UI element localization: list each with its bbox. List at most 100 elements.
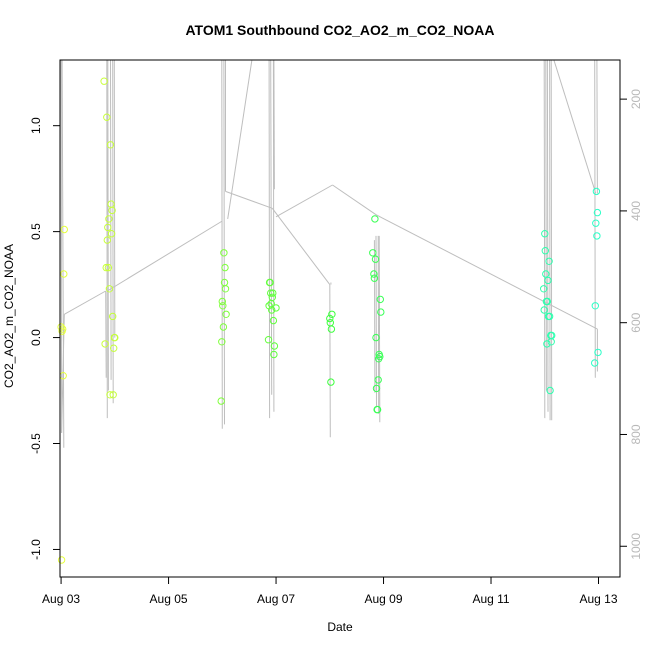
profile-line-8 (112, 59, 114, 404)
data-point-89 (593, 232, 601, 240)
data-point-43 (268, 293, 276, 301)
y2-axis: 200 400 600 800 1000 (620, 89, 643, 560)
data-point-34 (221, 285, 230, 293)
data-point-15 (105, 285, 114, 293)
profile-line-28 (377, 235, 380, 414)
data-point-36 (264, 336, 273, 344)
data-point-29 (219, 302, 227, 310)
profile-line-1 (61, 59, 65, 448)
data-point-86 (591, 302, 599, 310)
data-point-54 (369, 249, 377, 257)
data-point-80 (545, 312, 554, 321)
y-axis-label: CO2_AO2_m_CO2_NOAA (2, 244, 16, 388)
data-point-62 (373, 405, 382, 414)
x-axis-label: Date (327, 620, 353, 634)
x-axis: Aug 03 Aug 05 Aug 07 Aug 09 Aug 11 Aug 13 (42, 576, 618, 606)
data-point-76 (543, 297, 552, 306)
data-point-67 (376, 295, 384, 304)
profile-line-34 (550, 59, 553, 421)
profile-line-38 (596, 59, 598, 194)
data-point-85 (591, 359, 599, 367)
data-point-9 (102, 263, 110, 272)
y-axis: -1.0 -0.5 0.0 0.5 1.0 (29, 117, 60, 560)
data-point-55 (370, 270, 378, 278)
data-point-21 (109, 312, 117, 321)
data-point-20 (108, 206, 116, 215)
profile-line-0 (60, 59, 63, 433)
data-point-81 (546, 386, 554, 395)
data-point-53 (328, 310, 336, 318)
data-point-87 (592, 219, 600, 227)
data-point-26 (217, 397, 225, 405)
data-point-16 (106, 391, 114, 399)
profile-line-27 (375, 235, 377, 408)
data-point-90 (593, 208, 602, 217)
data-point-68 (377, 308, 385, 316)
profile-line-36 (594, 59, 596, 378)
data-point-17 (106, 141, 115, 149)
x-tick-label-4: Aug 11 (472, 592, 509, 606)
data-point-0 (57, 323, 65, 331)
x-tick-label-3: Aug 09 (365, 592, 403, 606)
data-point-33 (221, 263, 229, 272)
profile-line-24 (332, 184, 377, 216)
data-point-45 (269, 316, 278, 325)
data-point-70 (540, 306, 548, 314)
data-point-47 (270, 342, 279, 350)
data-point-77 (544, 276, 552, 285)
profile-line-16 (268, 59, 271, 419)
x-tick-label-0: Aug 03 (42, 592, 80, 606)
data-point-63 (374, 376, 382, 384)
data-point-91 (594, 348, 602, 357)
data-point-12 (104, 223, 112, 232)
data-point-13 (104, 263, 113, 272)
data-point-22 (109, 391, 117, 399)
data-point-14 (105, 215, 113, 223)
data-point-69 (540, 285, 548, 293)
data-point-75 (543, 340, 551, 348)
data-point-10 (103, 113, 111, 121)
data-point-5 (60, 225, 69, 234)
y-tick-label-1: -0.5 (29, 433, 43, 454)
profile-line-14 (225, 190, 273, 209)
y2-tick-label-0: 200 (629, 89, 643, 109)
data-point-28 (218, 297, 227, 306)
data-point-46 (270, 350, 278, 359)
data-point-40 (267, 289, 275, 297)
data-point-88 (592, 187, 601, 196)
profile-line-29 (378, 235, 381, 423)
data-point-11 (103, 236, 112, 244)
data-point-56 (370, 274, 379, 282)
data-point-52 (327, 325, 336, 333)
data-point-31 (220, 249, 228, 257)
profile-line-9 (113, 59, 116, 338)
profile-line-11 (221, 59, 223, 429)
data-point-60 (372, 384, 381, 393)
data-point-48 (272, 304, 280, 312)
data-point-44 (269, 289, 277, 297)
profile-line-4 (105, 290, 107, 378)
data-point-39 (266, 278, 274, 287)
y-tick-label-0: -1.0 (29, 539, 43, 560)
y-tick-label-2: 0.0 (29, 329, 43, 346)
data-point-59 (372, 333, 380, 342)
profile-lines (60, 59, 598, 448)
profile-line-10 (107, 220, 223, 292)
data-point-71 (541, 230, 549, 238)
data-point-19 (107, 230, 116, 238)
plot-frame (59, 59, 621, 578)
data-point-6 (57, 556, 66, 564)
profile-line-20 (271, 207, 331, 285)
data-point-35 (222, 310, 230, 318)
profile-line-6 (107, 59, 109, 391)
profile-line-15 (227, 59, 253, 219)
data-point-49 (326, 314, 334, 323)
chart-title: ATOM1 Southbound CO2_AO2_m_CO2_NOAA (185, 22, 494, 38)
profile-line-3 (64, 290, 106, 315)
data-point-72 (541, 247, 549, 255)
profile-line-12 (223, 59, 225, 425)
data-point-57 (371, 215, 379, 223)
profile-line-30 (543, 59, 546, 419)
data-point-66 (376, 352, 384, 361)
